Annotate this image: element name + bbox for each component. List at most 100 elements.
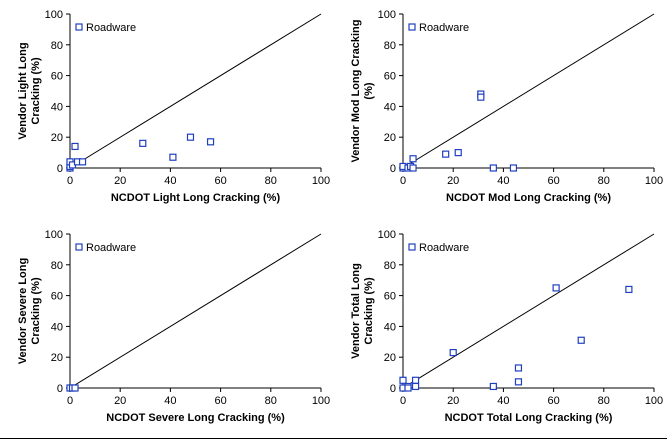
x-tick-label: 60: [214, 395, 226, 407]
y-axis-label: (%): [363, 82, 375, 99]
x-tick-label: 40: [497, 175, 509, 187]
y-tick-label: 60: [51, 71, 63, 83]
y-tick-label: 40: [384, 321, 396, 333]
x-tick-label: 80: [598, 395, 610, 407]
y-axis-label: Vendor Severe Long: [17, 258, 29, 364]
legend-label: Roadware: [86, 242, 136, 254]
data-point: [139, 139, 147, 147]
x-tick-label: 80: [265, 395, 277, 407]
x-tick-label: 100: [645, 395, 663, 407]
data-point: [477, 93, 485, 101]
x-tick-label: 100: [312, 175, 330, 187]
y-tick-label: 100: [45, 229, 63, 241]
y-tick-label: 20: [384, 132, 396, 144]
x-tick-label: 40: [164, 175, 176, 187]
x-tick-label: 40: [497, 395, 509, 407]
y-axis-label: Vendor Light Long: [17, 42, 29, 139]
x-tick-label: 80: [265, 175, 277, 187]
data-point: [411, 376, 420, 384]
data-point: [206, 138, 215, 146]
y-axis-label: Cracking (%): [30, 277, 42, 345]
y-tick-label: 80: [384, 40, 396, 52]
y-tick-label: 20: [51, 352, 63, 364]
data-point: [625, 285, 633, 294]
data-point: [409, 164, 417, 172]
x-tick-label: 0: [67, 395, 73, 407]
x-tick-label: 20: [114, 175, 126, 187]
x-tick-label: 60: [547, 175, 559, 187]
x-tick-label: 0: [400, 175, 406, 187]
chart-panel-total: 0 20 40 60 80 100 0 20 40 60 80 100 Roadware NCDOT To…: [350, 229, 663, 424]
x-tick-label: 20: [114, 395, 126, 407]
data-point: [454, 149, 462, 157]
legend-label: Roadware: [419, 242, 469, 254]
y-tick-label: 80: [51, 260, 63, 272]
data-point: [509, 164, 518, 172]
data-point: [514, 378, 523, 386]
y-axis-label: Cracking (%): [363, 277, 375, 345]
data-point: [71, 384, 79, 392]
legend-marker: [75, 243, 83, 251]
y-tick-label: 0: [57, 163, 63, 175]
x-tick-label: 0: [400, 395, 406, 407]
data-point: [409, 155, 417, 163]
y-tick-label: 0: [57, 383, 63, 395]
x-axis-label: NCDOT Total Long Cracking (%): [445, 412, 613, 424]
data-point: [514, 364, 523, 372]
legend-label: Roadware: [86, 22, 136, 34]
equality-line: [69, 13, 322, 169]
legend-marker: [75, 23, 83, 31]
y-axis-label: Cracking (%): [30, 57, 42, 125]
bottom-rule: [0, 438, 667, 439]
chart-panel-mod: 0 20 40 60 80 100 0 20 40 60 80 100 Roadware NCDOT Mo…: [350, 9, 663, 204]
data-point: [71, 142, 79, 151]
y-tick-label: 40: [384, 101, 396, 113]
equality-line: [69, 233, 322, 389]
x-tick-label: 20: [447, 175, 459, 187]
legend-marker: [408, 23, 416, 31]
chart-panel-light: 0 20 40 60 80 100 0 20 40 60 80 100 Roadware NCDOT Li…: [17, 9, 330, 204]
data-point: [399, 376, 407, 384]
data-point: [449, 348, 457, 357]
y-tick-label: 100: [378, 229, 396, 241]
y-tick-label: 20: [51, 132, 63, 144]
data-point: [411, 382, 420, 391]
x-axis-label: NCDOT Severe Long Cracking (%): [106, 412, 285, 424]
y-tick-label: 20: [384, 352, 396, 364]
data-point: [186, 133, 195, 141]
data-point: [169, 153, 177, 161]
x-tick-label: 20: [447, 395, 459, 407]
data-point: [577, 336, 585, 344]
y-tick-label: 100: [378, 9, 396, 21]
data-point: [489, 382, 497, 391]
equality-line: [402, 233, 655, 389]
data-point: [404, 384, 412, 392]
x-tick-label: 0: [67, 175, 73, 187]
equality-line: [402, 13, 655, 169]
chart-panel-severe: 0 20 40 60 80 100 0 20 40 60 80 100 Roadware NCDOT Se…: [17, 229, 330, 424]
y-axis-label: Vendor Total Long: [350, 263, 362, 359]
y-tick-label: 80: [51, 40, 63, 52]
y-tick-label: 0: [390, 383, 396, 395]
x-tick-label: 40: [164, 395, 176, 407]
x-tick-label: 80: [598, 175, 610, 187]
y-tick-label: 40: [51, 101, 63, 113]
y-tick-label: 0: [390, 163, 396, 175]
y-tick-label: 40: [51, 321, 63, 333]
y-tick-label: 80: [384, 260, 396, 272]
x-tick-label: 100: [645, 175, 663, 187]
y-axis-label: Vendor Mod Long Cracking: [350, 19, 362, 162]
legend-marker: [408, 243, 416, 251]
x-axis-label: NCDOT Light Long Cracking (%): [111, 192, 281, 204]
y-tick-label: 100: [45, 9, 63, 21]
data-point: [552, 284, 560, 292]
x-tick-label: 100: [312, 395, 330, 407]
y-tick-label: 60: [384, 291, 396, 303]
data-point: [78, 158, 87, 166]
y-tick-label: 60: [384, 71, 396, 83]
legend-label: Roadware: [419, 22, 469, 34]
data-point: [489, 164, 497, 172]
x-axis-label: NCDOT Mod Long Cracking (%): [446, 192, 611, 204]
data-point: [442, 150, 450, 158]
